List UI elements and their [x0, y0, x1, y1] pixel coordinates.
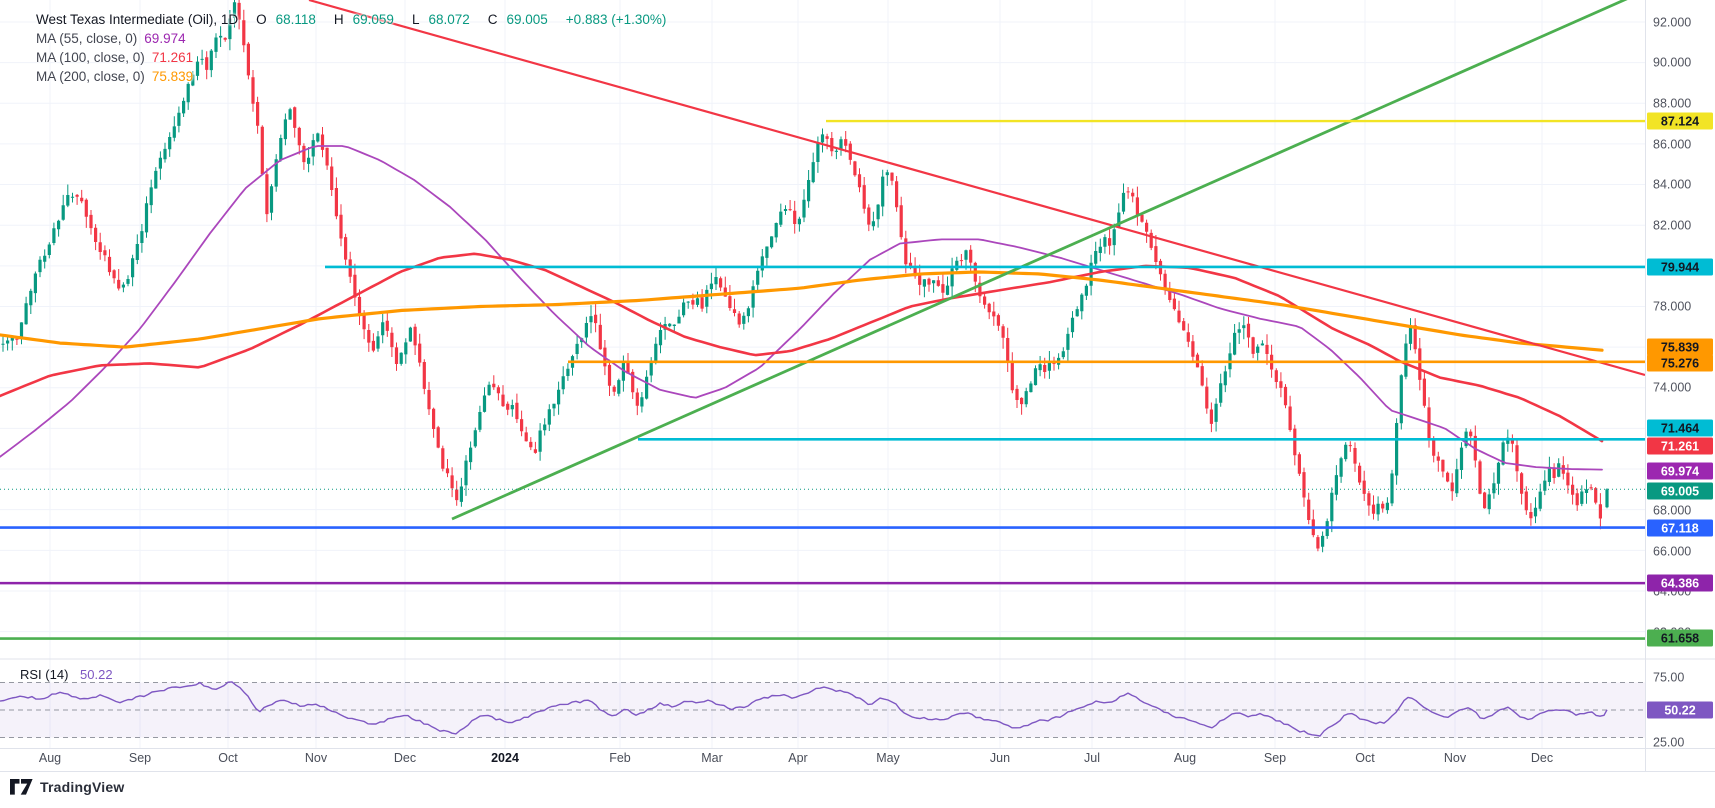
month-label-Sep: Sep [129, 751, 151, 765]
month-label-Nov: Nov [1444, 751, 1467, 765]
month-label-May: May [876, 751, 900, 765]
price-badge: 64.386 [1661, 577, 1699, 591]
month-label-Dec: Dec [394, 751, 416, 765]
price-badge-bg [1647, 338, 1713, 356]
price-badge-bg [1647, 519, 1713, 537]
price-badge-bg [1647, 574, 1713, 592]
price-axis-label: 90.000 [1653, 56, 1691, 70]
month-label-Sep: Sep [1264, 751, 1286, 765]
price-badge: 71.464 [1661, 422, 1699, 436]
price-badge: 75.839 [1661, 341, 1699, 355]
tradingview-watermark[interactable]: TradingView [10, 779, 124, 795]
price-badge-bg [1647, 462, 1713, 480]
price-badge-bg [1647, 629, 1713, 647]
price-axis-label: 92.000 [1653, 16, 1691, 30]
month-label-2024: 2024 [491, 751, 519, 765]
rsi-value: 50.22 [80, 667, 113, 682]
price-badge-bg [1647, 437, 1713, 455]
ascending-support-trendline[interactable] [451, 0, 1640, 521]
price-axis-label: 75.00 [1653, 671, 1684, 685]
price-badge: 67.118 [1661, 522, 1699, 536]
month-label-Oct: Oct [218, 751, 238, 765]
price-axis-label: 88.000 [1653, 97, 1691, 111]
rsi-legend: RSI (14) 50.22 [20, 667, 113, 682]
price-axis-label: 74.000 [1653, 381, 1691, 395]
descending-resistance-trendline[interactable] [308, 0, 1645, 377]
price-badge: 79.944 [1661, 261, 1699, 275]
price-badge-bg [1647, 419, 1713, 437]
month-label-Oct: Oct [1355, 751, 1375, 765]
month-label-Mar: Mar [701, 751, 723, 765]
price-badge-bg [1647, 354, 1713, 372]
price-badge-bg [1647, 112, 1713, 130]
rsi-label: RSI (14) [20, 667, 69, 682]
price-axis-label: 82.000 [1653, 219, 1691, 233]
ma200-line[interactable] [0, 270, 1604, 352]
price-badge-bg [1647, 701, 1713, 719]
month-label-Apr: Apr [788, 751, 807, 765]
tradingview-logo-text: TradingView [40, 779, 125, 795]
price-axis-label: 78.000 [1653, 300, 1691, 314]
month-label-Jun: Jun [990, 751, 1010, 765]
month-label-Feb: Feb [609, 751, 631, 765]
price-axis-label: 86.000 [1653, 138, 1691, 152]
time-scale[interactable]: Aug Sep Oct Nov Dec 2024 Feb Mar Apr May Jun Jul Aug… [39, 751, 1553, 765]
price-badge-bg [1647, 258, 1713, 276]
ma55-line[interactable] [0, 145, 1603, 471]
price-badge: 69.974 [1661, 465, 1699, 479]
month-label-Nov: Nov [305, 751, 328, 765]
rsi-line[interactable] [0, 681, 1608, 737]
price-badge: 75.276 [1661, 357, 1699, 371]
price-badge-bg [1647, 482, 1713, 500]
price-badge: 71.261 [1661, 440, 1699, 454]
candlestick-series [0, 0, 1645, 553]
price-axis-label: 25.00 [1653, 736, 1684, 750]
price-axis-label: 66.000 [1653, 545, 1691, 559]
price-badge: 87.124 [1661, 115, 1699, 129]
month-label-Jul: Jul [1084, 751, 1100, 765]
price-scale[interactable]: 92.000 90.000 88.000 86.000 84.000 82.000 78.0… [1647, 16, 1713, 750]
month-label-Dec: Dec [1531, 751, 1553, 765]
price-axis-label: 84.000 [1653, 178, 1691, 192]
month-label-Aug: Aug [1174, 751, 1196, 765]
tradingview-logo-icon [10, 779, 33, 795]
gridlines [0, 0, 1645, 748]
price-badge: 69.005 [1661, 485, 1699, 499]
price-badge: 50.22 [1664, 704, 1695, 718]
price-axis-label: 68.000 [1653, 504, 1691, 518]
ma100-line[interactable] [0, 252, 1604, 443]
price-badge: 61.658 [1661, 632, 1699, 646]
month-label-Aug: Aug [39, 751, 61, 765]
